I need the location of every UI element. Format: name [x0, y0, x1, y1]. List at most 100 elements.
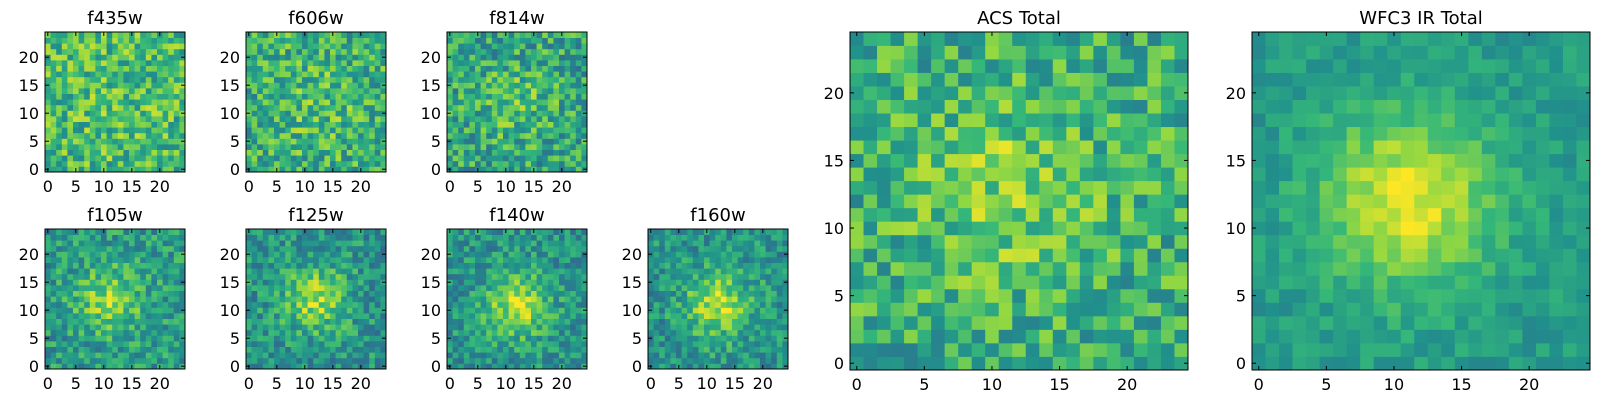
heatmap-cell: [536, 251, 543, 258]
heatmap-cell: [743, 257, 750, 263]
heatmap-cell: [469, 290, 476, 297]
heatmap-cell: [374, 88, 381, 94]
panel-title: f606w: [288, 8, 343, 29]
heatmap-cell: [140, 301, 147, 308]
heatmap-cell: [542, 60, 549, 66]
heatmap-cell: [1066, 153, 1081, 168]
heatmap-cell: [285, 257, 292, 263]
heatmap-cell: [447, 60, 453, 66]
heatmap-cell: [1079, 302, 1094, 317]
heatmap-cell: [246, 285, 252, 291]
heatmap-cell: [542, 127, 549, 134]
heatmap-cell: [358, 99, 364, 106]
heatmap-cell: [67, 93, 74, 100]
heatmap-cell: [313, 268, 320, 275]
heatmap-cell: [491, 307, 498, 314]
heatmap-cell: [737, 313, 744, 319]
heatmap-cell: [279, 32, 286, 38]
heatmap-cell: [732, 279, 738, 286]
heatmap-cell: [285, 166, 292, 173]
heatmap-cell: [140, 65, 147, 72]
heatmap-cell: [564, 132, 571, 139]
heatmap-cell: [341, 144, 348, 150]
heatmap-cell: [670, 301, 677, 308]
heatmap-cell: [50, 127, 57, 134]
heatmap-cell: [318, 104, 325, 111]
heatmap-cell: [262, 262, 269, 269]
heatmap-cell: [553, 363, 560, 370]
heatmap-cell: [1106, 288, 1121, 303]
heatmap-cell: [95, 285, 102, 291]
heatmap-cell: [173, 127, 180, 134]
heatmap-cell: [123, 93, 130, 100]
heatmap-cell: [917, 153, 932, 168]
heatmap-cell: [765, 341, 772, 347]
heatmap-cell: [84, 155, 91, 162]
heatmap-cell: [112, 127, 119, 134]
heatmap-cell: [78, 99, 85, 106]
heatmap-cell: [251, 313, 258, 319]
heatmap-cell: [737, 329, 744, 336]
heatmap-cell: [302, 132, 308, 139]
heatmap-cell: [346, 160, 353, 167]
heatmap-cell: [346, 352, 353, 359]
heatmap-cell: [151, 93, 158, 100]
heatmap-cell: [168, 279, 175, 286]
heatmap-cell: [179, 76, 186, 83]
heatmap-cell: [447, 245, 453, 252]
heatmap-cell: [145, 127, 152, 134]
heatmap-cell: [698, 234, 705, 241]
heatmap-cell: [664, 273, 671, 280]
heatmap-cell: [486, 132, 493, 139]
heatmap-cell: [863, 167, 878, 182]
heatmap-cell: [469, 155, 476, 162]
heatmap-cell: [497, 234, 504, 241]
heatmap-cell: [257, 307, 264, 314]
heatmap-cell: [469, 127, 476, 134]
heatmap-cell: [760, 251, 766, 258]
heatmap-cell: [318, 37, 325, 44]
heatmap-cell: [257, 318, 264, 325]
heatmap-cell: [268, 116, 275, 122]
heatmap-cell: [709, 290, 716, 297]
heatmap-cell: [335, 307, 342, 314]
heatmap-cell: [985, 194, 1000, 209]
heatmap-cell: [84, 132, 91, 139]
heatmap-cell: [369, 132, 376, 139]
heatmap-cell: [380, 32, 387, 38]
heatmap-cell: [117, 268, 124, 275]
heatmap-cell: [486, 43, 493, 50]
heatmap-cell: [581, 329, 588, 336]
heatmap-cell: [61, 127, 68, 134]
heatmap-cell: [452, 43, 459, 50]
heatmap-cell: [575, 110, 582, 117]
heatmap-cell: [564, 110, 571, 117]
heatmap-cell: [374, 262, 381, 269]
heatmap-cell: [251, 285, 258, 291]
heatmap-cell: [469, 285, 476, 291]
heatmap-cell: [151, 257, 158, 263]
heatmap-cell: [274, 262, 280, 269]
heatmap-cell: [145, 160, 152, 167]
heatmap-cell: [480, 318, 487, 325]
heatmap-cell: [564, 324, 571, 331]
heatmap-cell: [547, 132, 554, 139]
heatmap-cell: [73, 37, 79, 44]
heatmap-cell: [145, 296, 152, 303]
heatmap-cell: [274, 279, 280, 286]
heatmap-cell: [1079, 288, 1094, 303]
heatmap-cell: [374, 240, 381, 247]
heatmap-cell: [123, 60, 130, 66]
heatmap-cell: [525, 273, 532, 280]
heatmap-cell: [318, 32, 325, 38]
heatmap-cell: [525, 65, 532, 72]
heatmap-cell: [570, 229, 577, 235]
heatmap-cell: [50, 121, 57, 128]
heatmap-cell: [61, 245, 68, 252]
heatmap-cell: [536, 155, 543, 162]
heatmap-cell: [998, 248, 1013, 263]
heatmap-cell: [262, 257, 269, 263]
heatmap-cell: [140, 76, 147, 83]
heatmap-cell: [67, 240, 74, 247]
heatmap-cell: [559, 99, 565, 106]
